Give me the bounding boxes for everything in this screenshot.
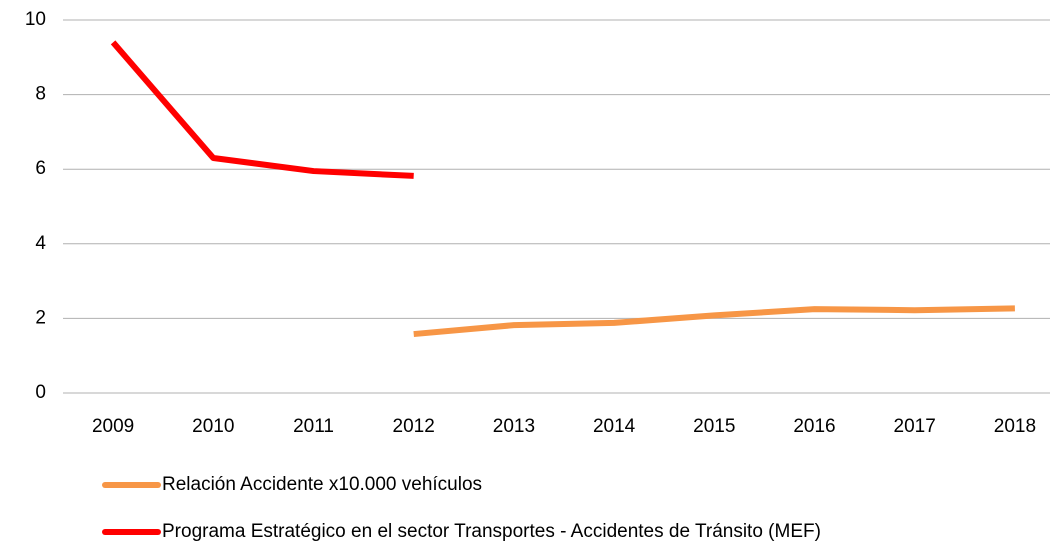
x-tick-label: 2015 (693, 416, 735, 437)
y-tick-label: 2 (35, 307, 46, 328)
x-tick-label: 2014 (593, 416, 636, 437)
y-tick-label: 8 (35, 84, 46, 105)
line-series (110, 40, 414, 179)
x-tick-label: 2013 (493, 416, 535, 437)
x-tick-label: 2009 (92, 416, 134, 437)
legend-label: Programa Estratégico en el sector Transp… (162, 521, 821, 542)
y-tick-label: 0 (35, 382, 46, 403)
x-tick-label: 2012 (393, 416, 435, 437)
x-tick-label: 2016 (793, 416, 835, 437)
x-tick-label: 2018 (994, 416, 1036, 437)
x-tick-label: 2011 (293, 416, 334, 437)
legend-label: Relación Accidente x10.000 vehículos (162, 474, 482, 495)
line-series (413, 305, 1015, 338)
y-tick-label: 10 (25, 9, 46, 30)
y-tick-label: 4 (35, 233, 46, 254)
y-tick-label: 6 (35, 158, 46, 179)
x-tick-label: 2010 (192, 416, 234, 437)
x-tick-label: 2017 (894, 416, 936, 437)
